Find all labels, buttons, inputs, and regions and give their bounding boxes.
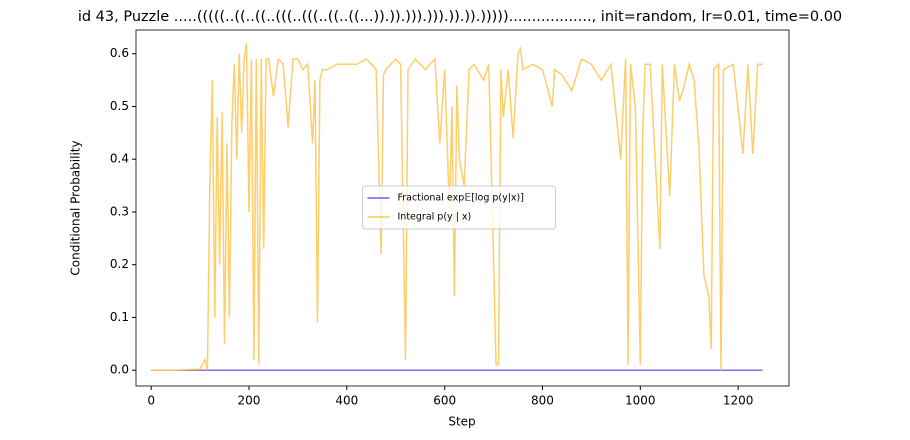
x-tick-label: 400 [335, 394, 358, 408]
legend-label: Integral p(y | x) [398, 212, 472, 223]
y-tick-label: 0.4 [110, 152, 129, 166]
chart-title: id 43, Puzzle .....(((((..((..((..(((..(… [78, 9, 842, 25]
x-tick-label: 1200 [723, 394, 754, 408]
x-tick-label: 0 [147, 394, 155, 408]
x-tick-label: 800 [531, 394, 554, 408]
y-tick-label: 0.2 [110, 257, 129, 271]
y-tick-label: 0.1 [110, 310, 129, 324]
y-axis-label: Conditional Probability [69, 140, 83, 275]
x-tick-label: 600 [433, 394, 456, 408]
y-tick-label: 0.5 [110, 99, 129, 113]
series-line [151, 43, 763, 371]
x-axis-label: Step [448, 415, 475, 429]
legend-label: Fractional exp𝔼[log p(y|x)] [398, 193, 524, 204]
x-tick-label: 200 [238, 394, 261, 408]
y-tick-label: 0.6 [110, 46, 129, 60]
y-tick-label: 0.3 [110, 204, 129, 218]
x-tick-label: 1000 [625, 394, 656, 408]
plot-frame [135, 29, 790, 387]
legend-box [362, 185, 556, 230]
y-tick-label: 0.0 [110, 363, 129, 377]
